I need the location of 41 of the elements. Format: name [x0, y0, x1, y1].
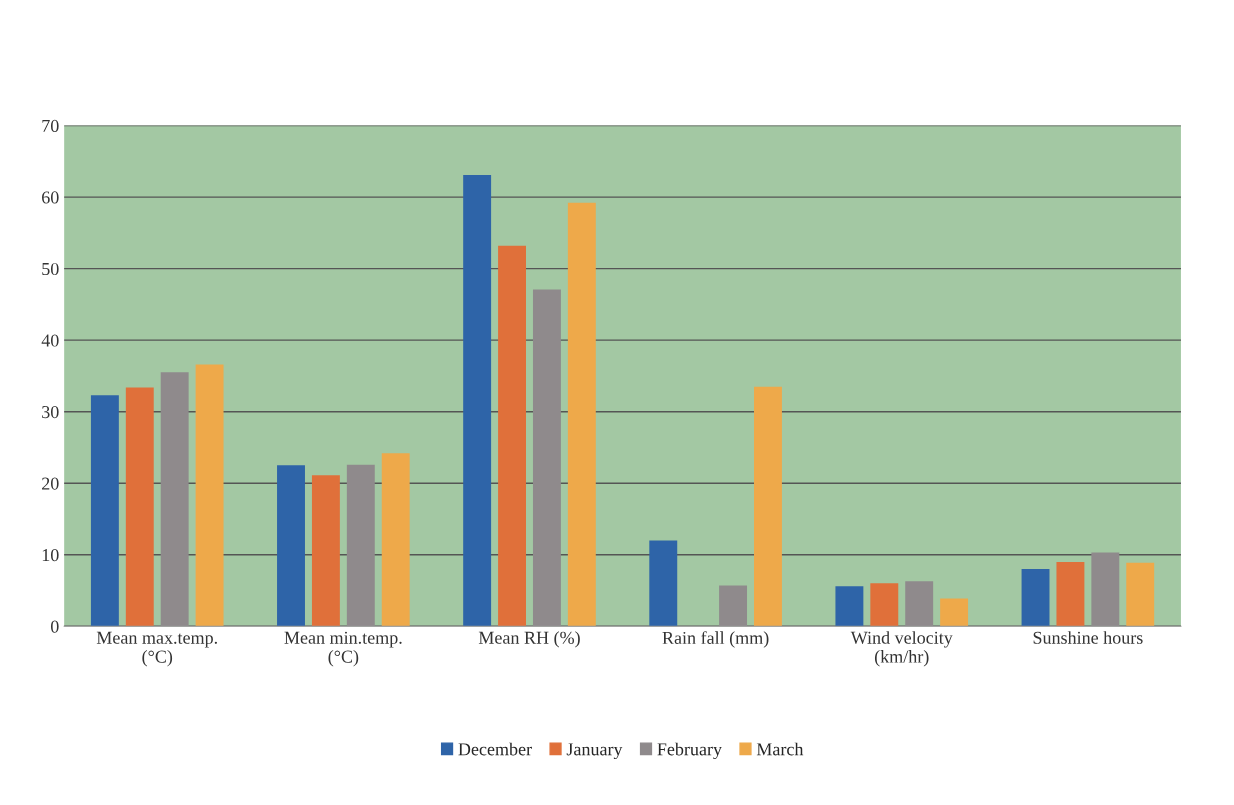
x-tick-label: Rain fall (mm): [662, 631, 769, 648]
x-tick-label: Mean RH (%): [478, 631, 580, 648]
bar: [719, 585, 748, 627]
bar: [870, 583, 899, 627]
legend-label: January: [566, 743, 623, 760]
bar: [90, 395, 119, 627]
y-tick-label: 30: [42, 405, 59, 419]
legend-label: March: [756, 742, 804, 756]
bar: [754, 386, 782, 627]
y-tick-label: 0: [50, 620, 59, 633]
bar: [311, 475, 340, 627]
bar: [649, 540, 678, 627]
x-tick-label: Mean min.temp. (°C): [284, 631, 402, 667]
bar: [835, 586, 864, 627]
bar: [1126, 562, 1155, 627]
y-tick-label: 50: [42, 262, 59, 276]
bar: [567, 202, 596, 627]
bar: [940, 598, 969, 627]
bar: [1091, 552, 1120, 627]
x-tick-label: Wind velocity (km/hr): [850, 631, 953, 667]
x-tick-label: Sunshine hours: [1033, 631, 1143, 644]
bar: [463, 174, 492, 627]
bar: [195, 364, 224, 627]
legend-label: December: [458, 742, 532, 756]
bar: [498, 245, 526, 627]
y-tick-label: 60: [42, 191, 59, 204]
y-tick-label: 10: [42, 549, 59, 562]
bar: [1056, 561, 1085, 627]
bar: [1021, 569, 1050, 627]
bar: [277, 465, 305, 627]
bar: [160, 372, 189, 627]
bar: [125, 387, 154, 627]
bar: [905, 581, 934, 627]
bar: [381, 453, 410, 627]
x-tick-label: Mean max.temp. (°C): [96, 631, 217, 667]
legend-label: February: [657, 742, 722, 760]
bar: [346, 464, 375, 627]
y-tick-label: 20: [42, 477, 59, 490]
y-tick-label: 40: [41, 334, 59, 347]
y-tick-label: 70: [42, 119, 59, 133]
bar: [532, 289, 561, 627]
